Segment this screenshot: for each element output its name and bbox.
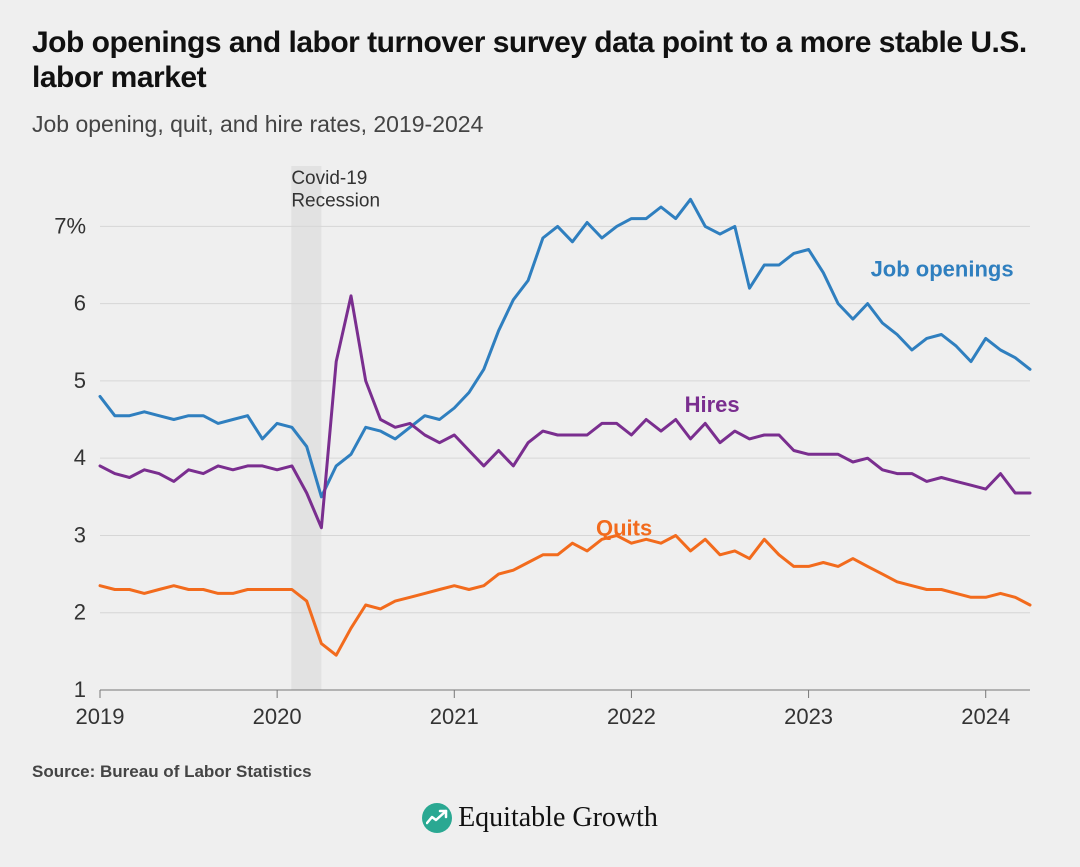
series-line-quits <box>100 536 1030 656</box>
y-tick-label: 4 <box>74 445 86 470</box>
y-tick-label: 5 <box>74 368 86 393</box>
series-label-job_openings: Job openings <box>871 257 1014 282</box>
brand-name: Equitable Growth <box>458 802 658 834</box>
series-line-job_openings <box>100 199 1030 497</box>
y-tick-label: 2 <box>74 600 86 625</box>
recession-band <box>291 166 321 690</box>
x-tick-label: 2019 <box>76 704 125 729</box>
brand-logo-icon <box>422 803 452 833</box>
line-chart: 1 2 3 4 5 6 7% 2019 2020 2021 2022 2023 2024 Covid-19… <box>0 0 1080 867</box>
brand-footer: Equitable Growth <box>0 802 1080 838</box>
source-caption: Source: Bureau of Labor Statistics <box>32 762 312 782</box>
y-tick-label: 7% <box>54 213 86 238</box>
y-tick-label: 1 <box>74 677 86 702</box>
x-tick-label: 2024 <box>961 704 1010 729</box>
series-label-hires: Hires <box>685 392 740 417</box>
x-tick-label: 2023 <box>784 704 833 729</box>
series-label-quits: Quits <box>596 515 652 540</box>
x-tick-label: 2020 <box>253 704 302 729</box>
recession-label: Covid-19Recession <box>291 168 380 212</box>
y-tick-label: 3 <box>74 522 86 547</box>
x-tick-label: 2022 <box>607 704 656 729</box>
y-tick-label: 6 <box>74 291 86 316</box>
x-tick-label: 2021 <box>430 704 479 729</box>
chart-card: Job openings and labor turnover survey d… <box>0 0 1080 867</box>
